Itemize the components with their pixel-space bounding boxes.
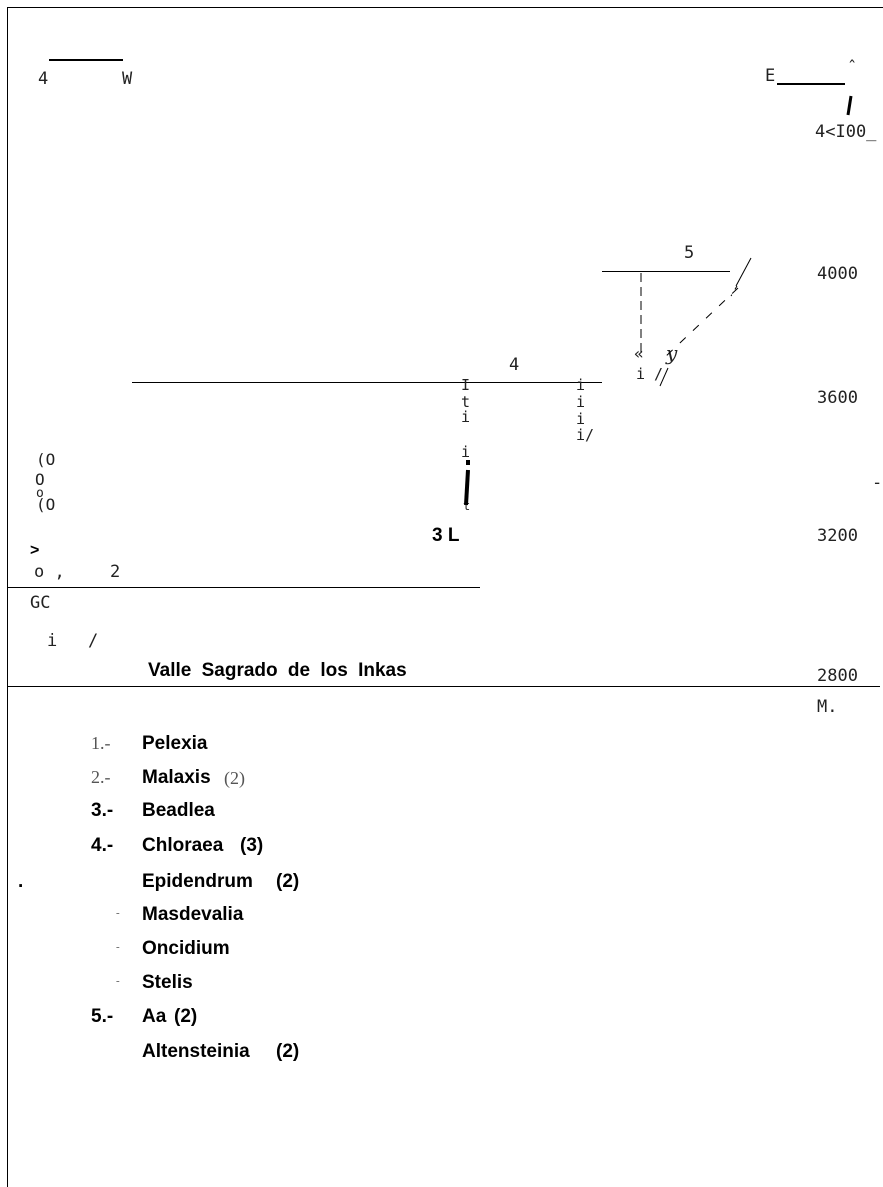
west-label: W <box>122 69 133 89</box>
stem3-d: i <box>461 443 471 461</box>
left-mark-d: (O <box>36 495 56 514</box>
legend-name-10: Altensteinia <box>142 1041 250 1062</box>
zone-4-number: 4 <box>509 355 520 375</box>
elevation-2800: 2800 <box>817 666 858 686</box>
stem5-i: i / <box>636 365 664 383</box>
stem3-b: t <box>461 393 471 411</box>
elevation-4000: 4000 <box>817 264 858 284</box>
stem3-c: i <box>461 408 471 426</box>
east-slash <box>846 95 853 116</box>
left-gc: GC <box>30 593 51 613</box>
legend-name-6: Masdevalia <box>142 904 244 925</box>
stem4-c: i <box>576 410 586 428</box>
zone-5-slope-b <box>730 285 738 297</box>
legend-name-3: Beadlea <box>142 800 215 821</box>
legend-name-4: Chloraea <box>142 835 224 856</box>
elevation-3200: 3200 <box>817 526 858 546</box>
left-mark-a: (O <box>36 450 56 469</box>
stem3-e: t <box>463 499 471 513</box>
legend-num-3: 3.- <box>91 800 114 821</box>
legend-name-8: Stelis <box>142 972 193 993</box>
left-gt: > <box>30 542 40 559</box>
east-caret: ˆ <box>847 58 858 78</box>
stem4-a: i <box>576 376 586 394</box>
east-top-line <box>777 83 845 85</box>
legend-count-5: (2) <box>276 871 300 892</box>
legend-count-2: (2) <box>224 768 245 788</box>
east-label: E <box>765 66 776 86</box>
zone-5-slope-c <box>663 287 739 359</box>
zone-5-slope-d <box>659 367 669 387</box>
left-i-slash: i / <box>47 631 99 651</box>
dash-right: - <box>872 473 883 493</box>
valley-label: Valle Sagrado de los Inkas <box>148 660 407 681</box>
west-number: 4 <box>38 69 49 89</box>
zone-2-line <box>8 587 480 588</box>
legend-num-4: 4.- <box>91 835 114 856</box>
stem4-b: i <box>576 393 586 411</box>
legend-count-9: (2) <box>174 1006 198 1027</box>
legend-name-1: Pelexia <box>142 733 208 754</box>
legend-name-9: Aa <box>142 1006 167 1027</box>
legend-num-7: - <box>116 941 120 953</box>
west-top-line <box>49 59 123 61</box>
stem3-a: I <box>461 376 471 394</box>
legend-count-10: (2) <box>276 1041 300 1062</box>
east-elevation: 4<I00_ <box>815 122 877 142</box>
legend-num-2: 2.- <box>91 767 111 787</box>
stem4-d: i/ <box>576 426 595 444</box>
stem5-y: y <box>666 341 678 365</box>
stem5-arrow: « <box>634 344 644 363</box>
zone-5-line <box>602 271 730 272</box>
zone-5-number: 5 <box>684 243 695 263</box>
baseline <box>8 686 880 687</box>
left-mark-c: o <box>36 486 44 501</box>
legend-dot: . <box>18 871 24 892</box>
legend-name-5: Epidendrum <box>142 871 253 892</box>
zone-3-number: 3 L <box>432 525 460 546</box>
legend-count-4: (3) <box>240 835 264 856</box>
zone-3-stem <box>464 469 470 506</box>
left-o-comma: o , <box>34 562 65 582</box>
legend-name-7: Oncidium <box>142 938 230 959</box>
elevation-unit: M. <box>817 697 838 717</box>
legend-num-8: - <box>116 975 120 987</box>
elevation-3600: 3600 <box>817 388 858 408</box>
legend-num-1: 1.- <box>91 733 111 753</box>
legend-num-9: 5.- <box>91 1006 114 1027</box>
legend-name-2: Malaxis <box>142 767 211 788</box>
legend-num-6: - <box>116 907 120 919</box>
page-frame <box>7 7 883 1187</box>
zone-5-slope-a <box>735 257 752 287</box>
zone-2-number: 2 <box>110 562 121 582</box>
zone-4-line <box>132 382 602 383</box>
left-mark-b: O <box>35 470 45 489</box>
